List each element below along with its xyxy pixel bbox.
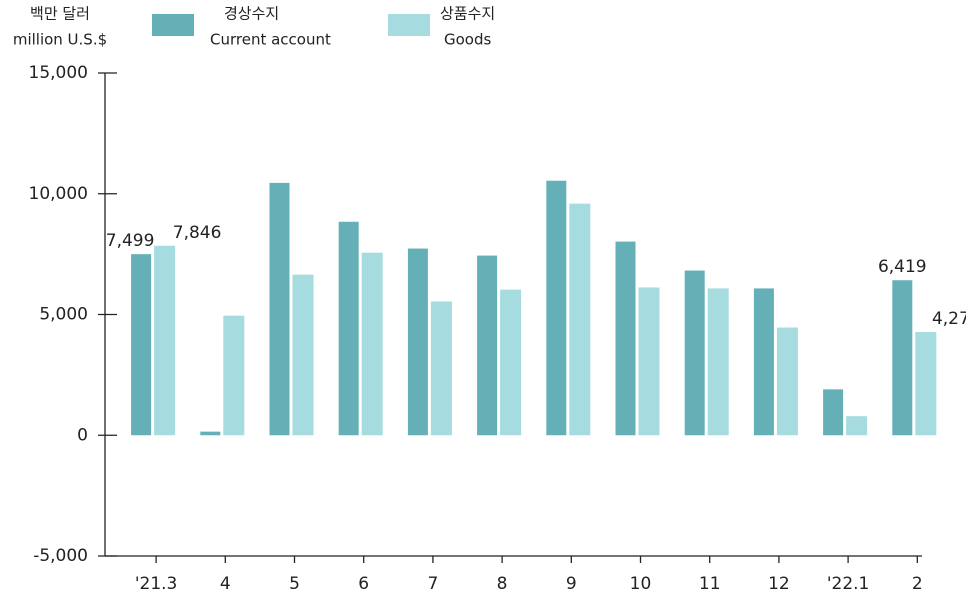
x-tick-label: 11 xyxy=(699,574,721,594)
bar xyxy=(477,255,498,436)
bar xyxy=(569,203,591,436)
bar xyxy=(154,245,176,436)
legend-label: 경상수지 xyxy=(224,5,279,23)
legend-swatch xyxy=(152,14,194,36)
bar xyxy=(131,254,152,436)
bar xyxy=(915,332,937,436)
y-tick-label: 5,000 xyxy=(39,305,88,325)
bar xyxy=(615,241,636,436)
bar xyxy=(823,389,844,436)
x-tick-label: '22.1 xyxy=(827,574,870,594)
bar xyxy=(361,252,383,436)
x-tick-label: '21.3 xyxy=(135,574,178,594)
bar xyxy=(684,270,705,436)
bar xyxy=(500,289,522,436)
legend-label: Goods xyxy=(444,31,491,49)
x-tick-label: 4 xyxy=(220,574,231,594)
bar xyxy=(407,248,428,436)
x-tick-label: 10 xyxy=(630,574,652,594)
data-label: 7,846 xyxy=(173,223,222,243)
data-label: 6,419 xyxy=(878,257,927,277)
bar xyxy=(892,280,913,436)
bar xyxy=(638,287,660,436)
legend-label: 상품수지 xyxy=(440,5,495,23)
bar xyxy=(269,182,290,436)
y-label: million U.S.$ xyxy=(13,31,107,49)
x-tick-label: 6 xyxy=(358,574,369,594)
x-tick-label: 2 xyxy=(912,574,923,594)
x-tick-label: 12 xyxy=(768,574,790,594)
bar xyxy=(846,416,868,436)
y-label: 백만 달러 xyxy=(30,5,90,23)
bar xyxy=(753,288,774,436)
y-tick-label: -5,000 xyxy=(33,546,88,566)
bar xyxy=(200,431,221,436)
bar xyxy=(223,315,245,436)
bar xyxy=(546,180,567,436)
x-tick-label: 5 xyxy=(289,574,300,594)
x-tick-label: 8 xyxy=(497,574,508,594)
legend-swatch xyxy=(388,14,430,36)
bar xyxy=(430,301,452,436)
x-tick-label: 7 xyxy=(427,574,438,594)
bar xyxy=(776,327,798,436)
data-label: 4,273 xyxy=(932,309,966,329)
bar xyxy=(292,274,314,436)
bar xyxy=(707,288,729,436)
data-label: 7,499 xyxy=(106,231,155,251)
y-tick-label: 0 xyxy=(77,425,88,445)
bar xyxy=(338,221,359,436)
x-tick-label: 9 xyxy=(566,574,577,594)
legend-label: Current account xyxy=(210,31,331,49)
y-tick-label: 10,000 xyxy=(29,184,88,204)
y-tick-label: 15,000 xyxy=(29,63,88,83)
